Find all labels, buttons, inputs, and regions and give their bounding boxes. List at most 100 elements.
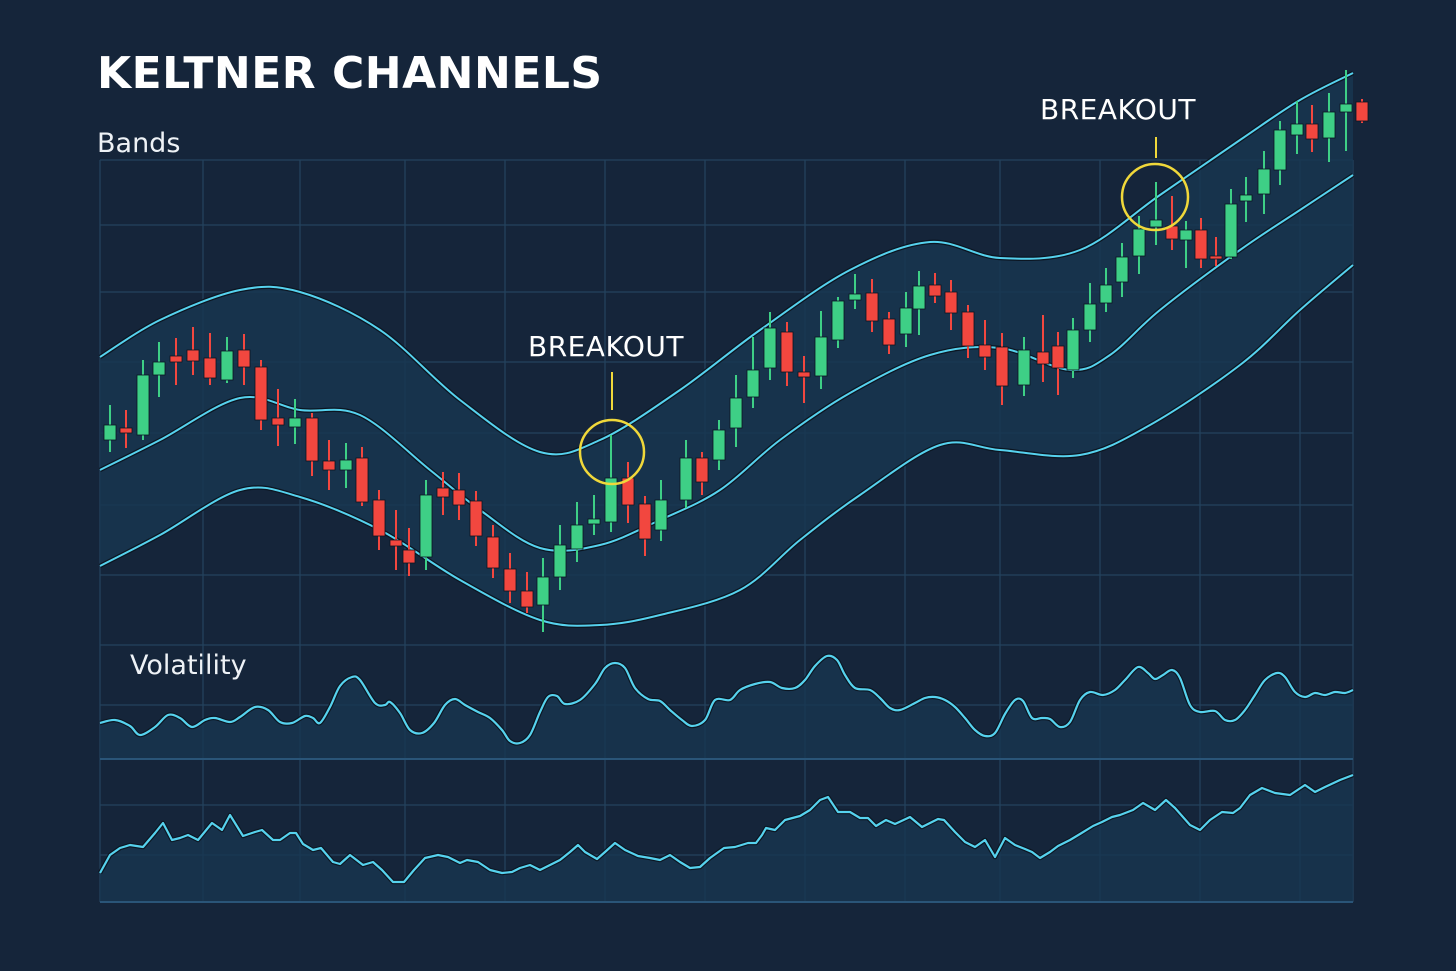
candle-body	[452, 489, 466, 506]
bearish-candle	[520, 572, 534, 613]
bearish-candle	[961, 305, 975, 358]
middle-line	[99, 174, 1354, 552]
candle-body	[944, 291, 958, 314]
volatility-panel-label: Volatility	[130, 650, 247, 681]
candle-body	[486, 536, 500, 569]
bullish-candle	[848, 274, 862, 309]
candle-body	[1239, 194, 1253, 202]
candle-body	[814, 336, 828, 377]
candle-body	[436, 487, 450, 498]
bearish-candle	[621, 462, 635, 523]
bearish-candle	[882, 312, 896, 354]
bullish-candle	[1179, 221, 1193, 268]
candle-body	[503, 568, 517, 592]
bullish-candle	[419, 480, 433, 570]
candle-body	[1322, 111, 1336, 139]
candle-body	[1036, 351, 1050, 365]
breakout-circle-icon	[578, 418, 646, 486]
bullish-candle	[1083, 283, 1097, 342]
bearish-candle	[119, 410, 133, 448]
candle-body	[220, 350, 234, 381]
bullish-candle	[746, 337, 760, 408]
bullish-candle	[587, 495, 601, 535]
candle-body	[729, 397, 743, 429]
bands-panel-label: Bands	[97, 128, 181, 159]
bearish-candle	[469, 491, 483, 546]
candle-body	[305, 417, 319, 462]
candle-body	[638, 503, 652, 540]
candle-body	[780, 331, 794, 373]
candlesticks	[103, 70, 1369, 632]
bearish-candle	[1051, 332, 1065, 395]
bullish-candle	[152, 342, 166, 397]
candle-body	[928, 284, 942, 297]
bullish-candle	[831, 297, 845, 348]
bearish-candle	[169, 338, 183, 385]
candle-body	[271, 417, 285, 426]
candle-body	[865, 292, 879, 322]
candle-body	[469, 500, 483, 537]
bearish-candle	[389, 510, 403, 570]
candle-body	[203, 357, 217, 379]
candle-body	[355, 457, 369, 503]
channel-band-fill	[100, 73, 1353, 626]
candle-body	[1290, 123, 1304, 136]
candle-body	[995, 346, 1009, 387]
bearish-candle	[797, 356, 811, 403]
bearish-candle	[928, 273, 942, 303]
bullish-candle	[1115, 243, 1129, 297]
bullish-candle	[729, 375, 743, 447]
volatility-line	[99, 654, 1354, 745]
bearish-candle	[978, 320, 992, 370]
bearish-candle	[780, 322, 794, 386]
bullish-candle	[570, 502, 584, 562]
candle-body	[119, 427, 133, 434]
candle-body	[536, 576, 550, 606]
candle-body	[961, 311, 975, 347]
raw-volatility-line	[99, 773, 1354, 884]
breakout-highlights	[578, 137, 1190, 486]
candle-body	[419, 494, 433, 558]
candle-body	[1209, 255, 1223, 260]
bearish-candle	[186, 327, 200, 375]
candle-body	[1083, 303, 1097, 331]
candle-body	[103, 424, 117, 441]
candle-body	[899, 307, 913, 335]
bearish-candle	[1355, 99, 1369, 123]
bullish-candle	[679, 440, 693, 508]
candle-body	[621, 477, 635, 506]
candle-body	[372, 499, 386, 537]
candle-body	[1066, 329, 1080, 371]
candle-body	[152, 361, 166, 376]
candle-body	[322, 460, 336, 471]
candle-body	[695, 457, 709, 483]
bullish-candle	[136, 360, 150, 440]
channel-lines	[98, 70, 1355, 629]
candle-body	[520, 590, 534, 608]
bearish-candle	[995, 333, 1009, 405]
bullish-candle	[1017, 337, 1031, 396]
candle-body	[882, 318, 896, 346]
bearish-candle	[865, 279, 879, 332]
candle-body	[237, 349, 251, 368]
bullish-candle	[814, 311, 828, 389]
candle-body	[1099, 284, 1113, 304]
candle-body	[978, 344, 992, 358]
bullish-candle	[536, 558, 550, 632]
bearish-candle	[271, 389, 285, 446]
candle-body	[1339, 103, 1353, 113]
candle-body	[186, 349, 200, 362]
candle-body	[1017, 349, 1031, 386]
bearish-candle	[355, 447, 369, 506]
bullish-candle	[553, 525, 567, 590]
candle-body	[254, 366, 268, 421]
candle-body	[553, 544, 567, 578]
bearish-candle	[695, 452, 709, 495]
candle-body	[1273, 129, 1287, 171]
candle-body	[1194, 229, 1208, 260]
bullish-candle	[103, 405, 117, 452]
bullish-candle	[1239, 177, 1253, 222]
candle-body	[604, 477, 618, 523]
bearish-candle	[436, 472, 450, 515]
candle-body	[848, 293, 862, 301]
